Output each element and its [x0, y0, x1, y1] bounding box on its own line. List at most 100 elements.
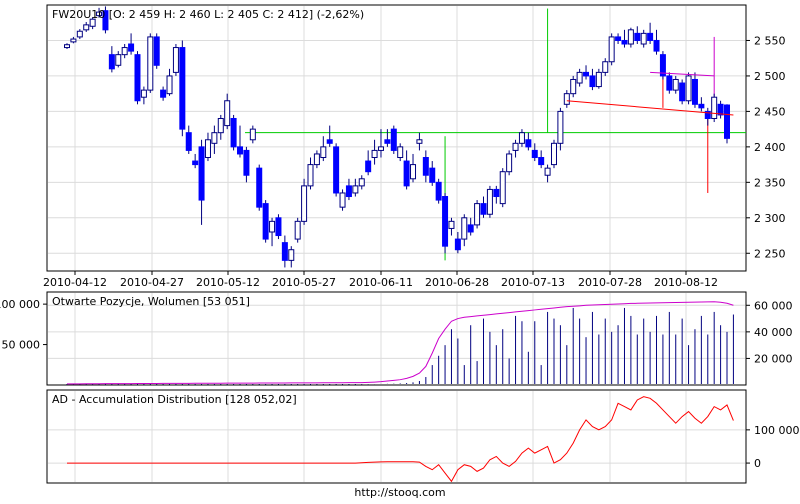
- price-x-tick-label: 2010-05-12: [196, 276, 260, 289]
- candle: [147, 33, 154, 93]
- candle-body-up: [550, 142, 557, 166]
- ad-y-tick-label: 100 000: [754, 424, 800, 437]
- candle-body-up: [377, 146, 384, 151]
- candle-body-down: [243, 149, 250, 176]
- price-y-tick-label: 2 550: [754, 34, 786, 47]
- volume-panel-frame: [46, 291, 747, 386]
- candle-body-up: [672, 78, 679, 91]
- candle: [499, 168, 506, 208]
- ad-panel-frame: [46, 389, 747, 484]
- candle: [410, 153, 417, 183]
- candle-body-down: [621, 39, 628, 45]
- candle-body-down: [679, 82, 686, 102]
- candle-body-down: [583, 71, 590, 77]
- candle: [243, 146, 250, 183]
- candle: [493, 185, 500, 204]
- candle: [525, 132, 532, 151]
- candle: [377, 129, 384, 158]
- candle: [89, 17, 96, 30]
- candle: [711, 93, 718, 123]
- candle: [480, 196, 487, 218]
- candle-body-down: [230, 117, 237, 148]
- candle-body-up: [499, 171, 506, 205]
- candle-body-down: [467, 224, 474, 233]
- candle-body-up: [96, 11, 103, 17]
- candle: [102, 6, 109, 34]
- candle-body-up: [166, 75, 173, 95]
- candle-body-down: [179, 47, 186, 130]
- price-x-tick-labels: 2010-04-12 2010-04-27 2010-05-12 2010-05-27…: [43, 271, 718, 289]
- candle-body-down: [704, 110, 711, 119]
- candle: [294, 217, 301, 243]
- ad-line: [67, 396, 734, 483]
- candle-body-up: [570, 78, 577, 95]
- candle: [602, 58, 609, 76]
- candle: [339, 189, 346, 211]
- price-x-tick-label: 2010-07-13: [501, 276, 565, 289]
- price-grid: [48, 6, 745, 270]
- candle-body-down: [647, 32, 654, 41]
- candle-body-up: [608, 36, 615, 63]
- candle: [262, 200, 269, 243]
- candle: [249, 125, 256, 144]
- candle-body-down: [538, 157, 545, 166]
- price-x-tick-label: 2010-07-28: [578, 276, 642, 289]
- price-candles: [64, 6, 730, 268]
- candle: [512, 139, 519, 158]
- candle-body-up: [474, 203, 481, 226]
- candle-body-down: [698, 103, 705, 109]
- candle-body-down: [128, 43, 135, 52]
- footer-source-link[interactable]: http://stooq.com: [354, 486, 445, 499]
- candle-body-up: [172, 47, 179, 73]
- candle: [486, 185, 493, 218]
- candle: [128, 33, 135, 55]
- candle: [115, 51, 122, 68]
- candle-body-down: [390, 128, 397, 151]
- candle-body-down: [365, 160, 372, 173]
- candle: [217, 114, 224, 140]
- candle: [724, 104, 730, 144]
- candle-body-down: [435, 181, 442, 201]
- candle: [397, 143, 404, 162]
- candle: [345, 178, 352, 201]
- candle-body-up: [506, 153, 513, 173]
- candle-body-up: [249, 128, 256, 141]
- candle-body-down: [525, 139, 532, 148]
- candle: [659, 51, 666, 80]
- candle: [301, 178, 308, 225]
- candle-body-up: [486, 188, 493, 215]
- candle-body-down: [403, 160, 410, 187]
- candle-body-up: [211, 132, 218, 144]
- price-x-tick-label: 2010-05-27: [272, 276, 336, 289]
- open-interest-line: [67, 301, 734, 385]
- price-x-tick-label: 2010-06-28: [425, 276, 489, 289]
- candle: [121, 44, 128, 59]
- candle-body-down: [262, 203, 269, 240]
- candle-body-down: [108, 54, 115, 70]
- candle: [179, 40, 186, 137]
- price-y-tick-label: 2 450: [754, 105, 786, 118]
- candle-body-down: [134, 54, 141, 102]
- candle: [230, 114, 237, 151]
- candle-body-up: [224, 100, 231, 127]
- volume-right-tick-label: 40 000: [754, 326, 793, 339]
- price-chart-title: FW20U10 [O: 2 459 H: 2 460 L: 2 405 C: 2…: [52, 8, 364, 21]
- candle: [76, 29, 83, 40]
- candle-body-up: [518, 132, 525, 144]
- candle: [595, 68, 602, 89]
- candle-body-down: [653, 39, 660, 52]
- candle-body-up: [576, 71, 583, 84]
- candle-body-down: [691, 78, 698, 105]
- candle: [153, 33, 160, 69]
- candle-body-up: [352, 185, 359, 194]
- candle: [166, 68, 173, 96]
- trend-line: [650, 71, 715, 77]
- candle: [326, 125, 333, 147]
- candle-body-down: [634, 32, 641, 41]
- candle: [698, 97, 705, 112]
- ad-panel: 0 100 000 AD - Accumulation Distribution …: [46, 389, 800, 484]
- candle: [275, 214, 282, 240]
- candle: [313, 150, 320, 169]
